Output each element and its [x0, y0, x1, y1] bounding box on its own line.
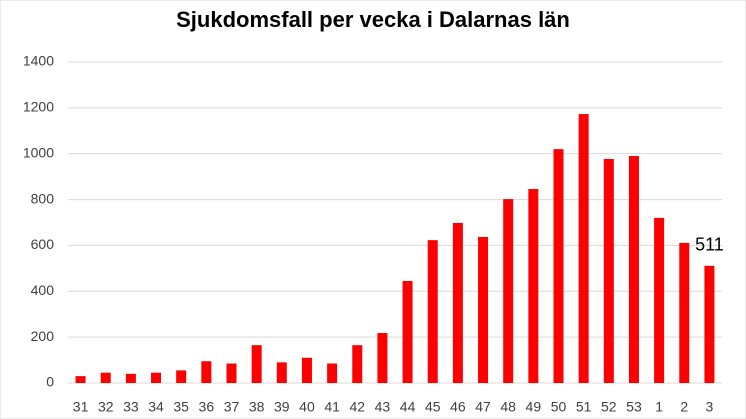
bar: [654, 217, 665, 383]
x-tick-label: 41: [324, 399, 340, 415]
x-tick-label: 49: [526, 399, 542, 415]
bar: [427, 240, 438, 383]
bar: [704, 265, 715, 383]
bar: [151, 372, 162, 383]
x-tick-label: 37: [224, 399, 240, 415]
y-tick-label: 800: [31, 190, 55, 206]
x-tick-label: 47: [475, 399, 491, 415]
x-tick-label: 32: [98, 399, 114, 415]
bar: [452, 222, 463, 383]
x-tick-label: 50: [551, 399, 567, 415]
bar: [301, 357, 312, 383]
bar: [201, 361, 212, 383]
y-tick-label: 1000: [23, 144, 54, 160]
x-tick-label: 53: [626, 399, 642, 415]
bar: [402, 280, 413, 383]
y-tick-label: 1200: [23, 99, 54, 115]
x-tick-label: 42: [349, 399, 365, 415]
x-tick-label: 36: [199, 399, 215, 415]
bar: [327, 363, 338, 383]
bar: [276, 362, 287, 383]
x-tick-label: 43: [375, 399, 391, 415]
bar: [503, 199, 514, 383]
bar: [125, 373, 136, 383]
x-tick-label: 40: [299, 399, 315, 415]
x-tick-label: 35: [173, 399, 189, 415]
y-tick-label: 600: [31, 236, 55, 252]
bar: [352, 345, 363, 383]
bar: [100, 372, 111, 383]
x-tick-label: 44: [400, 399, 416, 415]
bar: [176, 370, 187, 383]
bar: [628, 156, 639, 383]
x-tick-label: 48: [500, 399, 516, 415]
y-tick-label: 0: [46, 374, 54, 390]
x-tick-label: 46: [450, 399, 466, 415]
x-tick-label: 31: [73, 399, 89, 415]
x-tick-label: 39: [274, 399, 290, 415]
x-tick-label: 2: [680, 399, 688, 415]
x-tick-label: 52: [601, 399, 617, 415]
bar: [251, 345, 262, 383]
bar: [603, 158, 614, 383]
x-tick-label: 51: [576, 399, 592, 415]
bar: [553, 149, 564, 383]
x-tick-label: 45: [425, 399, 441, 415]
data-label: 511: [695, 235, 724, 255]
chart-title: Sjukdomsfall per vecka i Dalarnas län: [176, 7, 570, 32]
y-tick-label: 400: [31, 282, 55, 298]
y-tick-label: 1400: [23, 53, 54, 69]
bar: [75, 376, 86, 383]
x-tick-label: 1: [655, 399, 663, 415]
bar: [226, 363, 237, 383]
y-tick-label: 200: [31, 328, 55, 344]
bar: [679, 242, 690, 383]
x-tick-label: 34: [148, 399, 164, 415]
bar: [578, 114, 589, 384]
bar: [478, 236, 489, 383]
x-tick-label: 38: [249, 399, 265, 415]
x-tick-label: 3: [706, 399, 714, 415]
bar: [528, 189, 539, 383]
bar: [377, 333, 388, 383]
x-tick-label: 33: [123, 399, 139, 415]
